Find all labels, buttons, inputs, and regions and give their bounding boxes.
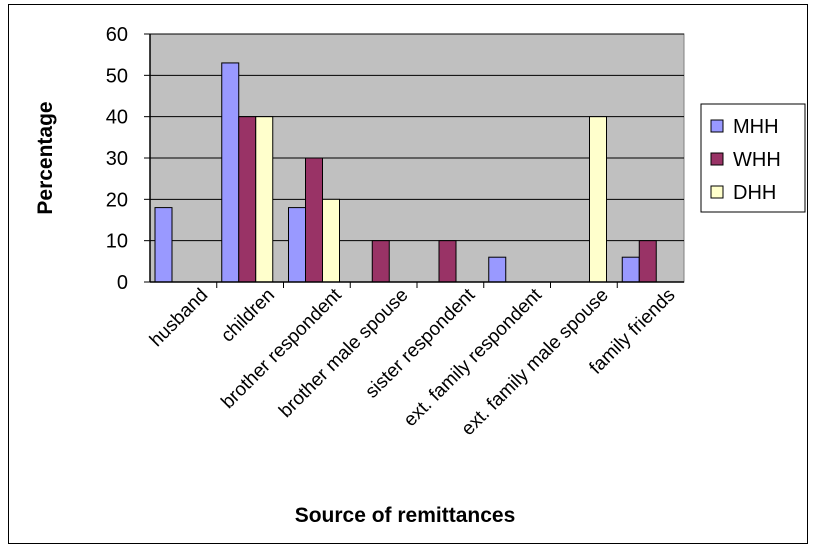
y-axis-title: Percentage [34,101,57,214]
bar-mhh [288,207,306,283]
y-tick-label: 40 [106,107,128,129]
bar-dhh [589,116,607,283]
bar-whh [438,240,457,283]
x-category-label: brother respondent [217,284,346,413]
bar-mhh [488,256,507,283]
bar-mhh [154,207,173,283]
y-tick-label: 30 [106,148,128,170]
x-category-label: brother male spouse [275,285,412,422]
bar-mhh [621,256,640,283]
bar-whh [638,240,657,283]
bar-dhh [322,198,340,283]
x-category-label: children [217,285,279,347]
legend-label-dhh: DHH [733,182,776,204]
bar-whh [305,157,323,283]
bar-whh [371,240,390,283]
y-axis-ticks: 0 10 20 30 40 50 60 [106,24,150,294]
y-tick-label: 50 [106,65,128,87]
bars [154,62,657,283]
legend-swatch-whh [710,152,724,166]
bar-mhh [221,62,240,283]
bar-dhh [255,116,274,283]
y-tick-label: 60 [106,24,128,46]
y-tick-label: 10 [106,231,128,253]
x-category-label: husband [146,285,212,351]
bar-whh [238,116,257,283]
legend: MHH WHH DHH [700,103,806,213]
x-axis-title: Source of remittances [295,504,516,527]
y-tick-label: 20 [106,189,128,211]
legend-swatch-dhh [710,185,724,199]
legend-swatch-mhh [710,119,724,133]
legend-label-whh: WHH [733,149,781,171]
legend-label-mhh: MHH [733,116,779,138]
y-tick-label: 0 [117,272,128,294]
